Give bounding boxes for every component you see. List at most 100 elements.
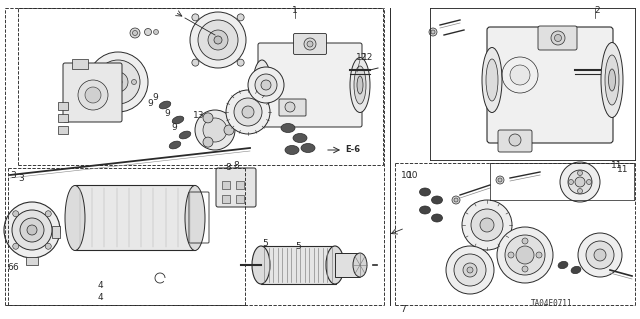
Circle shape bbox=[132, 31, 138, 35]
Text: 11: 11 bbox=[611, 160, 623, 169]
Circle shape bbox=[522, 238, 528, 244]
Circle shape bbox=[192, 59, 199, 66]
Circle shape bbox=[255, 74, 277, 96]
Text: 9: 9 bbox=[172, 123, 177, 132]
Circle shape bbox=[45, 211, 51, 217]
Circle shape bbox=[78, 80, 108, 110]
Circle shape bbox=[192, 14, 199, 21]
Circle shape bbox=[304, 38, 316, 50]
Ellipse shape bbox=[257, 69, 267, 101]
Text: 5: 5 bbox=[262, 240, 268, 249]
Circle shape bbox=[45, 243, 51, 249]
Circle shape bbox=[577, 189, 582, 194]
Ellipse shape bbox=[169, 141, 180, 149]
FancyBboxPatch shape bbox=[279, 99, 306, 116]
Circle shape bbox=[27, 225, 37, 235]
Bar bbox=[222, 195, 230, 203]
Circle shape bbox=[195, 110, 235, 150]
Ellipse shape bbox=[354, 66, 366, 104]
Circle shape bbox=[234, 98, 262, 126]
Circle shape bbox=[505, 235, 545, 275]
Text: 9: 9 bbox=[147, 99, 153, 108]
Text: 5: 5 bbox=[295, 242, 301, 251]
Text: 8: 8 bbox=[225, 164, 231, 173]
Circle shape bbox=[496, 176, 504, 184]
FancyBboxPatch shape bbox=[498, 130, 532, 152]
Circle shape bbox=[285, 102, 295, 112]
Circle shape bbox=[498, 178, 502, 182]
FancyBboxPatch shape bbox=[216, 168, 256, 207]
Circle shape bbox=[508, 252, 514, 258]
Text: 1: 1 bbox=[292, 6, 298, 15]
FancyBboxPatch shape bbox=[63, 63, 122, 122]
Circle shape bbox=[198, 20, 238, 60]
Circle shape bbox=[115, 63, 120, 69]
Ellipse shape bbox=[285, 145, 299, 154]
Ellipse shape bbox=[281, 123, 295, 132]
Text: 6: 6 bbox=[12, 263, 18, 272]
Circle shape bbox=[577, 170, 582, 175]
Ellipse shape bbox=[605, 55, 619, 105]
FancyBboxPatch shape bbox=[487, 27, 613, 143]
Circle shape bbox=[4, 202, 60, 258]
Circle shape bbox=[224, 125, 234, 135]
Circle shape bbox=[237, 14, 244, 21]
Ellipse shape bbox=[65, 186, 85, 250]
Bar bbox=[261, 246, 336, 284]
Circle shape bbox=[594, 249, 606, 261]
Circle shape bbox=[145, 28, 152, 35]
Circle shape bbox=[462, 200, 512, 250]
Text: E-6: E-6 bbox=[345, 145, 360, 154]
Circle shape bbox=[13, 243, 19, 249]
Circle shape bbox=[463, 263, 477, 277]
Bar bbox=[335, 253, 360, 277]
Circle shape bbox=[208, 30, 228, 50]
Bar bbox=[75, 185, 195, 250]
Text: 11: 11 bbox=[617, 165, 628, 174]
Text: 3: 3 bbox=[18, 174, 24, 183]
Circle shape bbox=[471, 209, 503, 241]
Circle shape bbox=[237, 59, 244, 66]
Ellipse shape bbox=[185, 186, 205, 250]
Circle shape bbox=[203, 137, 213, 147]
Circle shape bbox=[85, 87, 101, 103]
Circle shape bbox=[551, 31, 565, 45]
FancyBboxPatch shape bbox=[538, 26, 577, 50]
Text: 4: 4 bbox=[97, 281, 103, 290]
Bar bbox=[58, 114, 68, 122]
Circle shape bbox=[480, 218, 494, 232]
Text: 4: 4 bbox=[97, 293, 103, 302]
Ellipse shape bbox=[419, 188, 431, 196]
Text: 12: 12 bbox=[362, 54, 373, 63]
Circle shape bbox=[261, 80, 271, 90]
Bar bbox=[52, 226, 60, 238]
Ellipse shape bbox=[326, 246, 344, 284]
Circle shape bbox=[130, 28, 140, 38]
Ellipse shape bbox=[431, 196, 442, 204]
Text: 6: 6 bbox=[7, 263, 13, 271]
FancyBboxPatch shape bbox=[258, 43, 362, 127]
Circle shape bbox=[190, 12, 246, 68]
Circle shape bbox=[114, 78, 122, 86]
Ellipse shape bbox=[482, 48, 502, 113]
Bar bbox=[58, 126, 68, 134]
Ellipse shape bbox=[601, 42, 623, 117]
Circle shape bbox=[248, 67, 284, 103]
Circle shape bbox=[586, 180, 591, 184]
Circle shape bbox=[226, 90, 270, 134]
FancyBboxPatch shape bbox=[294, 33, 326, 55]
Circle shape bbox=[446, 246, 494, 294]
Circle shape bbox=[131, 79, 136, 85]
Bar bbox=[58, 102, 68, 110]
Ellipse shape bbox=[419, 206, 431, 214]
Circle shape bbox=[99, 79, 104, 85]
Circle shape bbox=[554, 34, 561, 41]
Ellipse shape bbox=[179, 131, 191, 139]
Text: 10: 10 bbox=[407, 170, 419, 180]
Circle shape bbox=[510, 65, 530, 85]
Ellipse shape bbox=[609, 69, 616, 91]
Ellipse shape bbox=[301, 144, 315, 152]
Ellipse shape bbox=[353, 253, 367, 277]
Ellipse shape bbox=[253, 60, 271, 110]
Circle shape bbox=[307, 41, 313, 47]
